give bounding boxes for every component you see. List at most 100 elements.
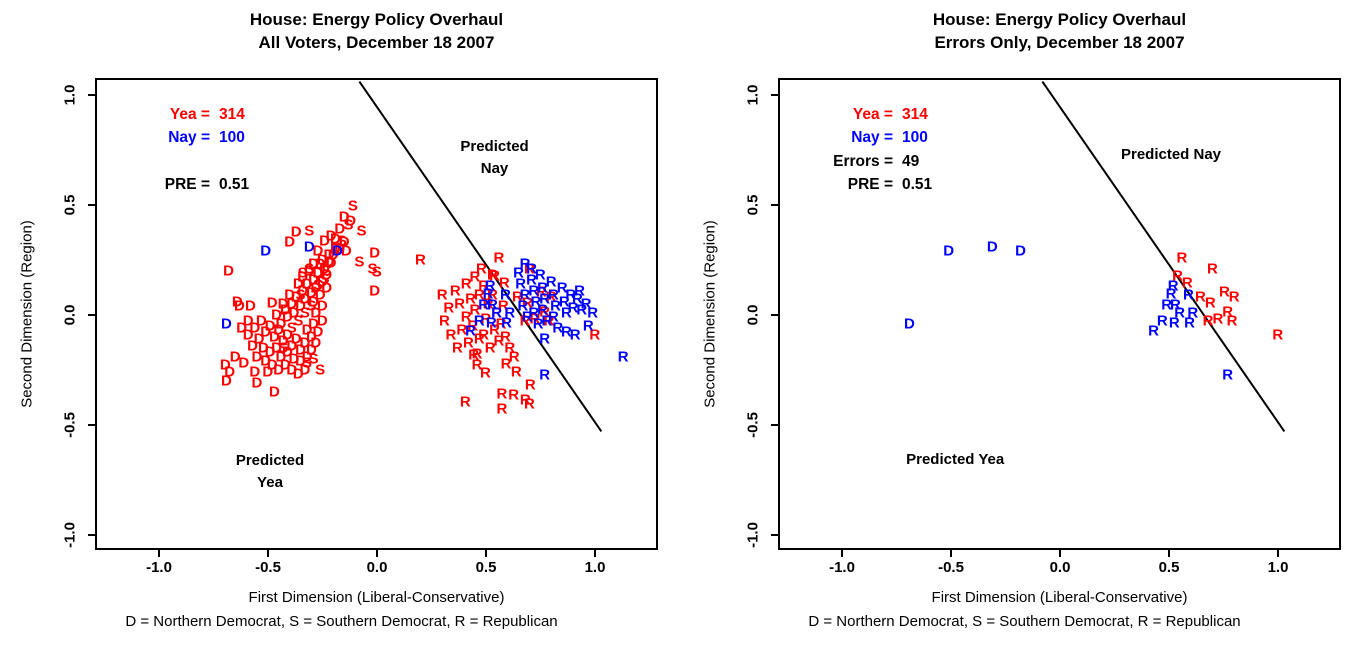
x-axis-tick-label: 1.0 — [1267, 559, 1289, 576]
data-point: D — [312, 264, 324, 282]
data-point: D — [327, 246, 339, 264]
y-axis-tick-label: 1.0 — [61, 84, 79, 106]
data-point: R — [471, 356, 483, 374]
data-point: D — [303, 262, 315, 280]
data-point: R — [519, 286, 531, 304]
data-point: D — [323, 253, 335, 271]
legend-value: 49 — [902, 152, 920, 170]
data-point: D — [268, 383, 280, 401]
data-point: D — [323, 246, 335, 264]
legend-value: 100 — [902, 129, 928, 147]
data-point: R — [552, 319, 564, 337]
data-point: R — [569, 326, 581, 344]
data-point: S — [297, 264, 308, 282]
data-point: S — [304, 222, 315, 240]
data-point: R — [528, 304, 540, 322]
data-point: D — [262, 363, 274, 381]
data-point: D — [275, 315, 287, 333]
data-point: D — [338, 208, 350, 226]
data-point: R — [519, 391, 531, 409]
data-point: R — [1183, 286, 1194, 304]
data-point: R — [1156, 312, 1168, 330]
data-point: R — [513, 264, 524, 282]
data-point: S — [319, 270, 330, 287]
data-point: R — [473, 312, 485, 330]
data-point: R — [537, 279, 548, 297]
y-axis-label: Second Dimension (Region) — [18, 220, 36, 408]
data-point: D — [308, 293, 320, 311]
data-point: D — [242, 312, 254, 330]
data-point: R — [501, 314, 512, 331]
data-point: R — [529, 310, 541, 328]
data-point: R — [500, 355, 512, 373]
data-point: D — [282, 308, 293, 326]
data-point: D — [264, 317, 276, 335]
data-point: D — [345, 212, 357, 230]
data-point: D — [299, 334, 311, 352]
data-point: R — [484, 339, 496, 357]
data-point: R — [565, 286, 577, 304]
legend-label: Errors = — [833, 152, 893, 170]
predicted-region-label: Predicted Yea — [235, 452, 305, 492]
data-point: D — [305, 284, 317, 302]
data-point: D — [1015, 242, 1026, 260]
data-point: D — [338, 233, 350, 251]
data-point: D — [301, 348, 313, 366]
data-point: D — [305, 341, 317, 359]
data-point: D — [286, 361, 298, 379]
data-point: R — [486, 286, 498, 304]
data-point: R — [534, 266, 546, 284]
data-point: D — [249, 319, 261, 337]
data-point: R — [497, 297, 509, 315]
data-point: R — [1161, 296, 1173, 314]
data-point: R — [504, 304, 516, 322]
data-point: D — [236, 319, 248, 337]
data-point: D — [943, 242, 955, 260]
data-point: D — [308, 255, 320, 273]
data-point: D — [282, 326, 293, 344]
chart-title-line2: All Voters, December 18 2007 — [258, 33, 495, 52]
data-point: D — [288, 350, 300, 368]
panel-errors-only: House: Energy Policy Overhaul Errors Onl… — [683, 0, 1366, 651]
y-axis-tick-label: 0.5 — [744, 194, 762, 216]
data-point: D — [297, 268, 309, 286]
data-point: D — [271, 306, 282, 324]
x-axis-tick-label: -0.5 — [938, 559, 964, 576]
data-point: D — [299, 361, 311, 379]
x-axis-tick — [158, 550, 160, 557]
legend-label: Yea = — [169, 106, 210, 123]
data-point: R — [1187, 304, 1199, 322]
data-point: D — [308, 271, 320, 289]
data-point: R — [438, 312, 450, 330]
data-point: R — [550, 297, 561, 315]
data-point: R — [462, 334, 474, 352]
data-point: R — [1226, 312, 1238, 330]
data-point: S — [302, 354, 313, 372]
data-point: D — [220, 315, 232, 333]
data-point: D — [369, 244, 381, 262]
chart-title-line1: House: Energy Policy Overhaul — [932, 10, 1187, 29]
data-point: D — [295, 341, 306, 359]
data-point: S — [286, 319, 297, 337]
x-axis-tick — [1059, 550, 1061, 557]
data-point: R — [524, 376, 536, 394]
y-axis-tick — [88, 534, 95, 536]
data-point: D — [277, 295, 289, 313]
data-point: D — [310, 304, 322, 322]
data-point: D — [268, 328, 280, 346]
data-point: R — [541, 312, 553, 330]
data-point: R — [456, 321, 468, 339]
data-point: S — [306, 297, 317, 315]
data-point: D — [297, 282, 309, 300]
data-point: R — [493, 249, 505, 267]
data-point: R — [539, 330, 551, 348]
y-axis-tick — [88, 94, 95, 96]
data-point: S — [312, 276, 323, 294]
data-point: D — [325, 227, 337, 245]
data-point: R — [1204, 294, 1216, 312]
y-axis-tick-label: -1.0 — [744, 522, 762, 548]
data-point: R — [547, 308, 559, 326]
data-point: D — [244, 297, 256, 315]
data-point: D — [247, 337, 258, 355]
data-point: D — [238, 354, 250, 372]
